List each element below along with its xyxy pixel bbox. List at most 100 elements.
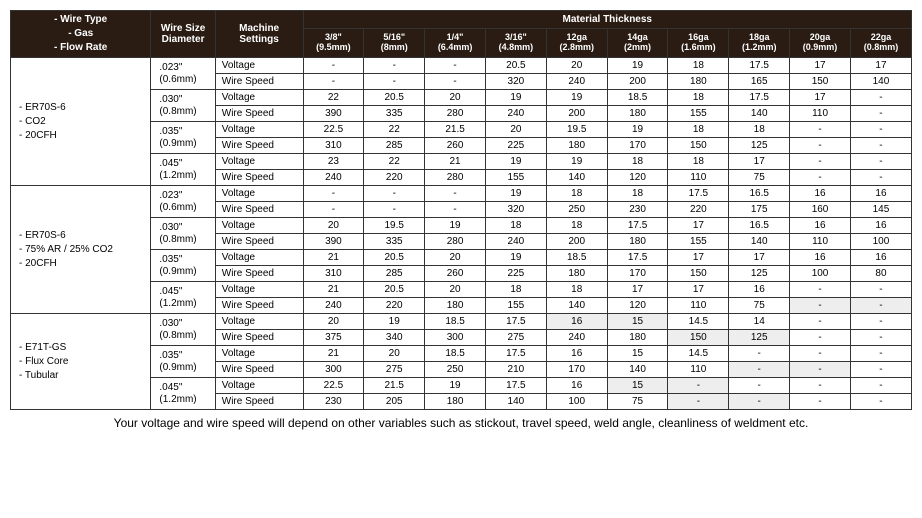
- value-cell: -: [850, 330, 911, 346]
- value-cell: 180: [668, 74, 729, 90]
- value-cell: 19: [546, 90, 607, 106]
- value-cell: 110: [790, 234, 851, 250]
- value-cell: 250: [546, 202, 607, 218]
- value-cell: 21.5: [364, 378, 425, 394]
- value-cell: -: [364, 202, 425, 218]
- value-cell: 240: [546, 330, 607, 346]
- machine-setting-label: Voltage: [215, 58, 303, 74]
- value-cell: 18.5: [607, 90, 668, 106]
- value-cell: 125: [729, 330, 790, 346]
- value-cell: 75: [729, 298, 790, 314]
- value-cell: 17.5: [485, 346, 546, 362]
- value-cell: -: [729, 362, 790, 378]
- value-cell: 17.5: [485, 314, 546, 330]
- value-cell: 230: [607, 202, 668, 218]
- wiresize-cell: .045"(1.2mm): [151, 282, 215, 314]
- value-cell: 340: [364, 330, 425, 346]
- value-cell: 19: [546, 154, 607, 170]
- machine-setting-label: Voltage: [215, 186, 303, 202]
- thickness-col: 14ga(2mm): [607, 28, 668, 57]
- value-cell: 22.5: [303, 378, 364, 394]
- thickness-col: 3/8"(9.5mm): [303, 28, 364, 57]
- welding-settings-table: - Wire Type- Gas- Flow Rate Wire Size Di…: [10, 10, 912, 410]
- value-cell: 18: [546, 218, 607, 234]
- thickness-col: 18ga(1.2mm): [729, 28, 790, 57]
- value-cell: -: [790, 138, 851, 154]
- value-cell: 230: [303, 394, 364, 410]
- value-cell: 15: [607, 346, 668, 362]
- value-cell: 140: [485, 394, 546, 410]
- value-cell: 240: [303, 170, 364, 186]
- value-cell: 140: [546, 298, 607, 314]
- value-cell: 16: [850, 250, 911, 266]
- value-cell: 19: [607, 122, 668, 138]
- value-cell: 19: [485, 250, 546, 266]
- value-cell: -: [729, 378, 790, 394]
- machine-setting-label: Wire Speed: [215, 106, 303, 122]
- machine-setting-label: Wire Speed: [215, 298, 303, 314]
- wiresize-cell: .023"(0.6mm): [151, 58, 215, 90]
- value-cell: 16: [850, 218, 911, 234]
- value-cell: 18: [668, 90, 729, 106]
- value-cell: 335: [364, 234, 425, 250]
- value-cell: 150: [790, 74, 851, 90]
- value-cell: 16: [729, 282, 790, 298]
- machine-setting-label: Voltage: [215, 154, 303, 170]
- value-cell: -: [850, 122, 911, 138]
- value-cell: 17.5: [729, 90, 790, 106]
- value-cell: 18: [729, 122, 790, 138]
- value-cell: 390: [303, 106, 364, 122]
- table-header: - Wire Type- Gas- Flow Rate Wire Size Di…: [11, 11, 912, 58]
- value-cell: 275: [364, 362, 425, 378]
- value-cell: -: [364, 74, 425, 90]
- value-cell: 240: [485, 106, 546, 122]
- value-cell: 20: [303, 218, 364, 234]
- value-cell: 18.5: [425, 314, 486, 330]
- value-cell: 19: [607, 58, 668, 74]
- value-cell: 140: [607, 362, 668, 378]
- value-cell: -: [303, 58, 364, 74]
- value-cell: 17.5: [485, 378, 546, 394]
- thickness-col: 3/16"(4.8mm): [485, 28, 546, 57]
- value-cell: -: [729, 394, 790, 410]
- value-cell: 17: [607, 282, 668, 298]
- machine-setting-label: Wire Speed: [215, 202, 303, 218]
- value-cell: 20: [485, 122, 546, 138]
- value-cell: 21: [303, 282, 364, 298]
- value-cell: -: [790, 378, 851, 394]
- wiretype-cell: - ER70S-6- 75% AR / 25% CO2- 20CFH: [11, 186, 151, 314]
- value-cell: 100: [546, 394, 607, 410]
- machine-setting-label: Voltage: [215, 314, 303, 330]
- value-cell: 100: [850, 234, 911, 250]
- value-cell: 17: [850, 58, 911, 74]
- value-cell: 17: [729, 250, 790, 266]
- thickness-col: 16ga(1.6mm): [668, 28, 729, 57]
- value-cell: 145: [850, 202, 911, 218]
- value-cell: 17.5: [607, 218, 668, 234]
- value-cell: -: [790, 314, 851, 330]
- value-cell: -: [790, 298, 851, 314]
- value-cell: -: [790, 282, 851, 298]
- value-cell: 20.5: [364, 90, 425, 106]
- value-cell: 225: [485, 138, 546, 154]
- value-cell: -: [425, 202, 486, 218]
- value-cell: 240: [303, 298, 364, 314]
- wiresize-cell: .045"(1.2mm): [151, 378, 215, 410]
- machine-setting-label: Voltage: [215, 122, 303, 138]
- value-cell: -: [790, 170, 851, 186]
- value-cell: 155: [668, 106, 729, 122]
- value-cell: 18: [668, 154, 729, 170]
- wiresize-cell: .035"(0.9mm): [151, 346, 215, 378]
- value-cell: 20: [303, 314, 364, 330]
- value-cell: 250: [425, 362, 486, 378]
- value-cell: 18: [607, 154, 668, 170]
- value-cell: -: [303, 202, 364, 218]
- value-cell: 18: [485, 282, 546, 298]
- value-cell: 310: [303, 138, 364, 154]
- value-cell: 280: [425, 106, 486, 122]
- value-cell: 110: [668, 298, 729, 314]
- value-cell: -: [850, 170, 911, 186]
- machine-setting-label: Wire Speed: [215, 170, 303, 186]
- value-cell: 16.5: [729, 218, 790, 234]
- value-cell: 110: [668, 362, 729, 378]
